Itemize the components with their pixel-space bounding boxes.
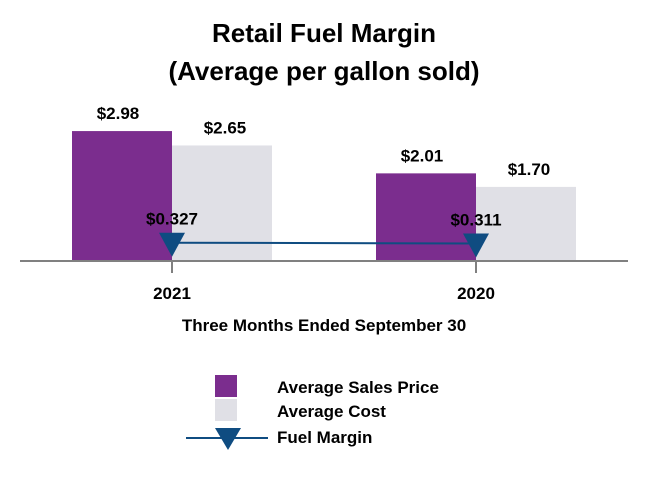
fuel-margin-marker-2020: [463, 233, 489, 258]
bar-sales-price-2021: [72, 131, 172, 261]
chart-title: Retail Fuel Margin: [212, 18, 436, 48]
legend: Average Sales Price Average Cost Fuel Marg…: [186, 375, 439, 450]
data-labels: $2.98 $2.65 $2.01 $1.70: [97, 104, 551, 179]
legend-label-0: Average Sales Price: [277, 378, 439, 397]
x-tick-label-2021: 2021: [153, 284, 191, 303]
data-label-cost-2021: $2.65: [204, 118, 247, 137]
x-axis-label: Three Months Ended September 30: [182, 316, 466, 335]
data-label-sales-price-2021: $2.98: [97, 104, 140, 123]
legend-label-1: Average Cost: [277, 402, 386, 421]
fuel-margin-line: [171, 241, 477, 245]
bar-sales-price-2020: [376, 173, 476, 261]
x-tick-label-2020: 2020: [457, 284, 495, 303]
legend-marker-fuel-margin: [215, 428, 241, 450]
bar-cost-2021: [172, 145, 272, 261]
chart-subtitle: (Average per gallon sold): [168, 56, 479, 86]
fuel-margin-series: $0.327 $0.311: [146, 210, 502, 258]
data-label-fuel-margin-2020: $0.311: [450, 210, 501, 229]
x-ticks: [171, 261, 477, 273]
data-label-sales-price-2020: $2.01: [401, 146, 444, 165]
fuel-margin-marker-2021: [159, 232, 185, 257]
legend-label-2: Fuel Margin: [277, 428, 372, 447]
legend-swatch-cost: [215, 399, 237, 421]
x-tick-labels: 2021 2020: [153, 284, 495, 303]
data-label-cost-2020: $1.70: [508, 160, 551, 179]
bar-cost-2020: [476, 186, 576, 261]
data-label-fuel-margin-2021: $0.327: [146, 210, 198, 229]
legend-swatch-sales-price: [215, 375, 237, 397]
bar-group: [72, 131, 576, 261]
